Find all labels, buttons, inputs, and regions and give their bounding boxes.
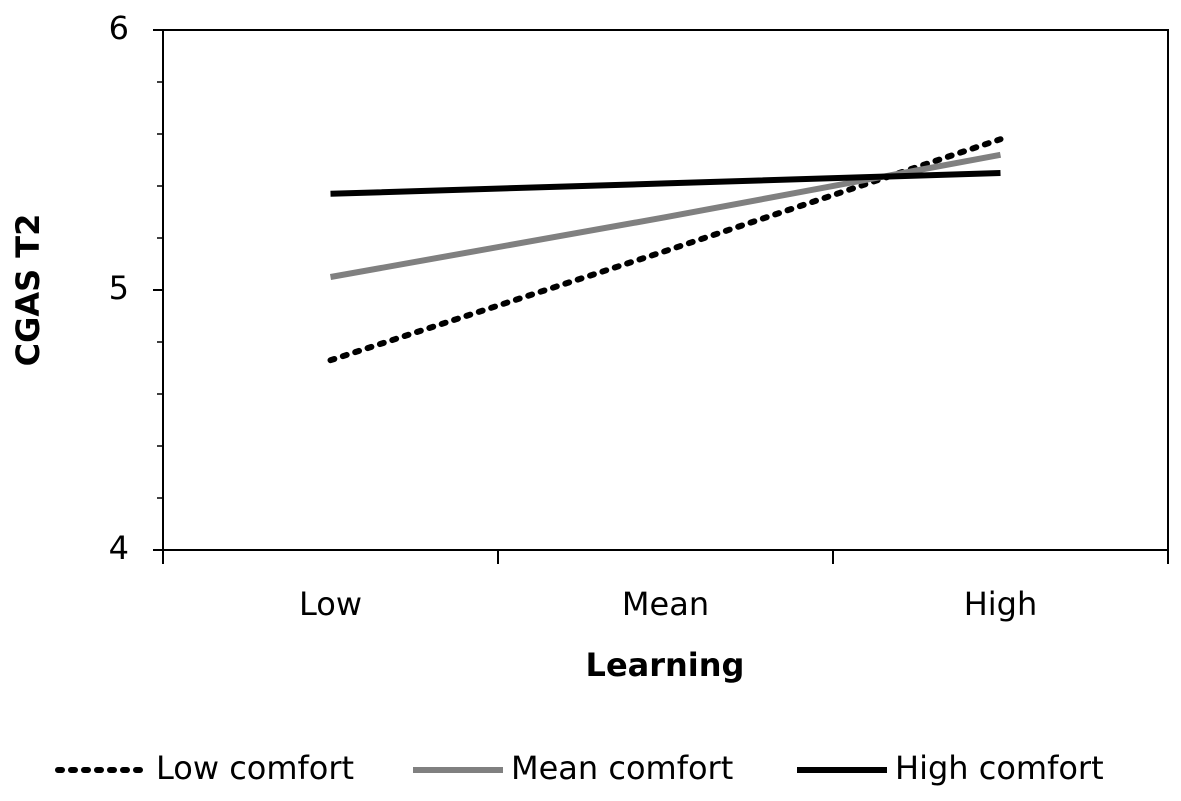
y-tick-label: 4 [109,529,129,567]
y-tick-label: 5 [109,269,129,307]
legend-label: High comfort [895,749,1104,787]
x-axis-title: Learning [586,646,745,684]
y-axis-title: CGAS T2 [9,214,47,367]
y-tick-label: 6 [109,9,129,47]
legend-label: Low comfort [156,749,354,787]
x-tick-label: Mean [622,585,709,623]
plot-frame [162,29,1169,551]
x-tick-label: Low [299,585,362,623]
legend-label: Mean comfort [511,749,733,787]
x-tick-label: High [964,585,1038,623]
series-line [330,170,1001,197]
